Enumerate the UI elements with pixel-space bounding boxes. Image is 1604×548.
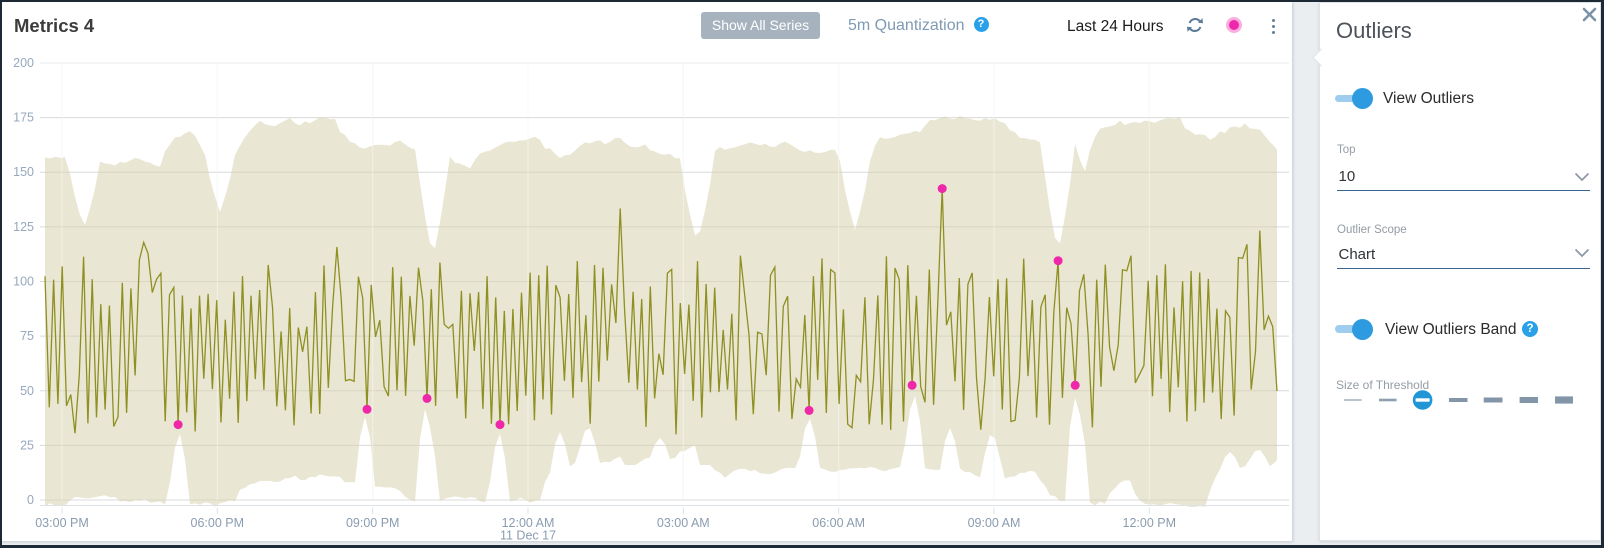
svg-text:0: 0: [27, 493, 34, 507]
svg-text:25: 25: [20, 438, 34, 452]
svg-text:75: 75: [20, 329, 34, 343]
svg-text:125: 125: [13, 220, 34, 234]
svg-text:09:00 PM: 09:00 PM: [346, 516, 400, 530]
svg-text:150: 150: [13, 165, 34, 179]
svg-text:03:00 PM: 03:00 PM: [35, 516, 89, 530]
svg-text:06:00 PM: 06:00 PM: [191, 516, 245, 530]
svg-text:09:00 AM: 09:00 AM: [968, 516, 1021, 530]
svg-text:12:00 PM: 12:00 PM: [1123, 516, 1177, 530]
svg-text:11 Dec 17: 11 Dec 17: [500, 529, 556, 543]
svg-text:200: 200: [13, 56, 34, 70]
svg-text:100: 100: [13, 275, 34, 289]
svg-text:06:00 AM: 06:00 AM: [812, 516, 865, 530]
svg-text:03:00 AM: 03:00 AM: [657, 516, 710, 530]
svg-text:12:00 AM: 12:00 AM: [502, 516, 555, 530]
svg-text:50: 50: [20, 384, 34, 398]
svg-text:175: 175: [13, 111, 34, 125]
